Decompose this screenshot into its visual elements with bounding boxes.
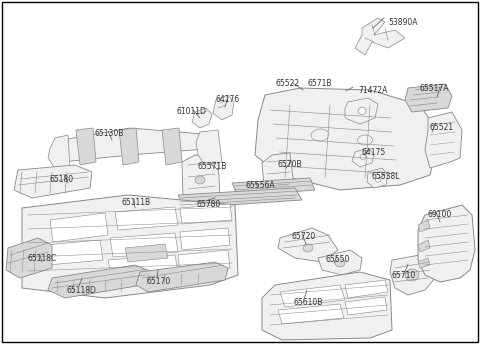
Polygon shape: [22, 195, 238, 298]
Polygon shape: [345, 98, 378, 124]
Polygon shape: [425, 112, 462, 168]
Polygon shape: [110, 233, 178, 257]
Text: 65118D: 65118D: [66, 286, 96, 295]
Text: 6571B: 6571B: [308, 79, 333, 88]
Text: 65111B: 65111B: [121, 198, 150, 207]
Polygon shape: [278, 304, 344, 324]
Ellipse shape: [405, 269, 419, 281]
Text: 65522: 65522: [275, 79, 299, 88]
Polygon shape: [262, 272, 392, 340]
Ellipse shape: [358, 135, 372, 145]
Ellipse shape: [195, 176, 205, 184]
Polygon shape: [418, 240, 430, 252]
Polygon shape: [352, 148, 374, 167]
Text: 65180: 65180: [49, 175, 73, 184]
Polygon shape: [213, 95, 234, 120]
Text: 65130B: 65130B: [94, 129, 123, 138]
Polygon shape: [178, 250, 230, 273]
Text: 65517A: 65517A: [420, 84, 449, 93]
Polygon shape: [255, 88, 440, 190]
Text: 65538L: 65538L: [372, 172, 400, 181]
Polygon shape: [162, 128, 182, 165]
Text: 71472A: 71472A: [358, 86, 387, 95]
Polygon shape: [50, 213, 108, 242]
Ellipse shape: [358, 108, 366, 115]
Polygon shape: [405, 84, 452, 112]
Polygon shape: [345, 280, 388, 298]
Polygon shape: [180, 228, 230, 250]
Text: 65780: 65780: [196, 200, 220, 209]
Text: 65571B: 65571B: [197, 162, 227, 171]
Text: 65720: 65720: [291, 232, 315, 241]
Text: 6570B: 6570B: [277, 160, 301, 169]
Polygon shape: [180, 204, 232, 224]
Polygon shape: [108, 255, 178, 278]
Polygon shape: [418, 258, 430, 268]
Polygon shape: [390, 255, 435, 295]
Polygon shape: [196, 130, 222, 165]
Text: 64175: 64175: [362, 148, 386, 157]
Text: 65521: 65521: [430, 123, 454, 132]
Polygon shape: [119, 128, 139, 165]
Polygon shape: [48, 135, 70, 170]
Text: 65610B: 65610B: [293, 298, 323, 307]
Text: 65710: 65710: [392, 271, 416, 280]
Polygon shape: [178, 188, 302, 208]
Polygon shape: [192, 108, 212, 128]
Polygon shape: [280, 285, 345, 307]
Polygon shape: [355, 18, 405, 55]
Polygon shape: [45, 240, 103, 265]
Polygon shape: [232, 178, 315, 196]
Polygon shape: [115, 207, 178, 230]
Polygon shape: [125, 244, 168, 262]
Text: 53890A: 53890A: [388, 18, 418, 27]
Ellipse shape: [335, 259, 345, 267]
Polygon shape: [48, 265, 152, 298]
Polygon shape: [345, 297, 387, 315]
Ellipse shape: [375, 178, 381, 182]
Polygon shape: [262, 153, 295, 200]
Polygon shape: [182, 155, 220, 202]
Text: 64176: 64176: [215, 95, 239, 104]
Text: 65556A: 65556A: [245, 181, 275, 190]
Polygon shape: [14, 165, 92, 198]
Ellipse shape: [311, 129, 329, 141]
Polygon shape: [6, 238, 52, 278]
Text: 61011D: 61011D: [176, 107, 206, 116]
Text: 69100: 69100: [428, 210, 452, 219]
Ellipse shape: [303, 244, 313, 252]
Text: 65170: 65170: [146, 277, 170, 286]
Polygon shape: [418, 205, 475, 282]
Polygon shape: [318, 250, 362, 275]
Polygon shape: [76, 128, 96, 165]
Ellipse shape: [360, 154, 366, 160]
Polygon shape: [367, 168, 388, 188]
Polygon shape: [136, 262, 228, 292]
Text: 65118C: 65118C: [27, 254, 56, 263]
Polygon shape: [62, 128, 218, 162]
Text: 65550: 65550: [326, 255, 350, 264]
Polygon shape: [418, 220, 430, 232]
Polygon shape: [278, 228, 338, 262]
